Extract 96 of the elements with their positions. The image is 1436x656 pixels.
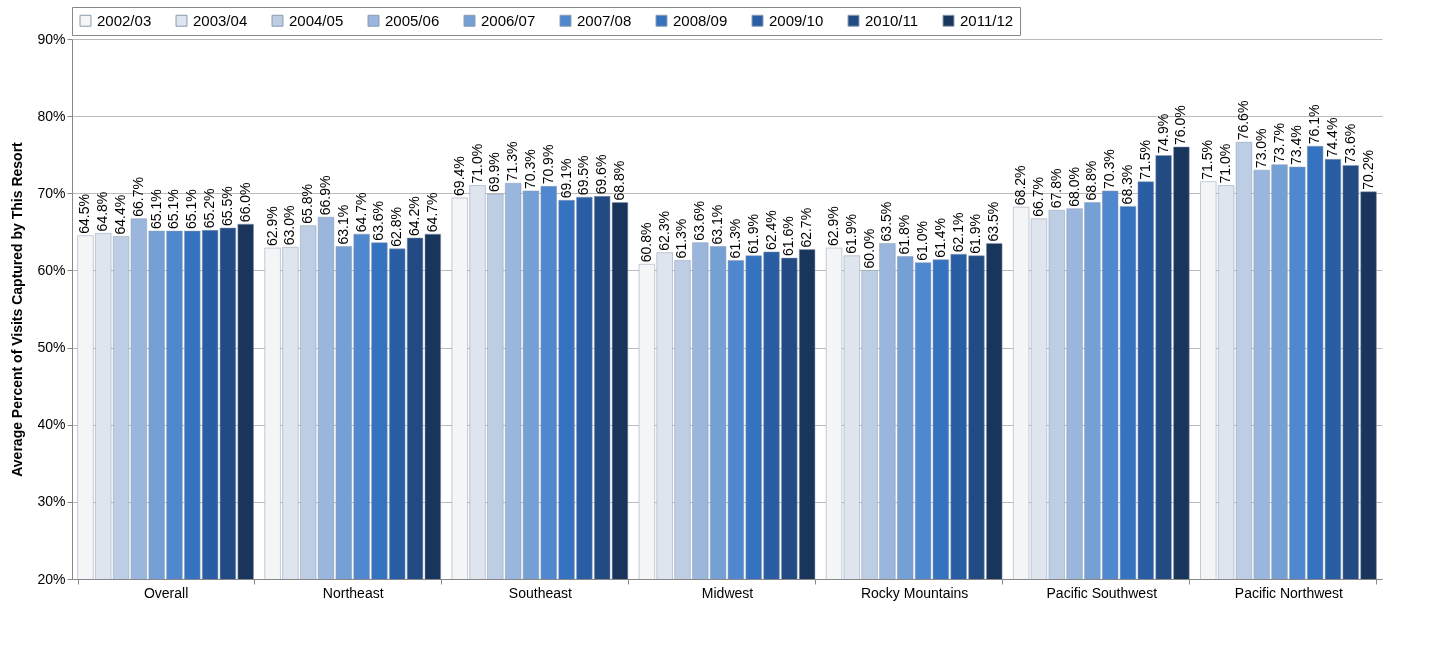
data-label: 69.9%	[486, 152, 503, 193]
data-label: 68.3%	[1118, 164, 1135, 205]
x-tick-label: Pacific Northwest	[1234, 584, 1344, 601]
data-label: 65.8%	[299, 183, 316, 224]
y-tick-label: 70%	[37, 184, 66, 201]
data-label: 76.0%	[1172, 105, 1189, 145]
data-label: 76.1%	[1306, 104, 1323, 145]
data-label: 62.3%	[655, 210, 672, 251]
data-label: 61.9%	[842, 214, 859, 254]
data-label: 61.0%	[914, 221, 931, 261]
legend-label: 2010/11	[865, 11, 919, 29]
data-label: 70.2%	[1359, 150, 1376, 190]
data-label: 73.0%	[1252, 128, 1269, 169]
data-label: 66.9%	[317, 175, 334, 216]
data-label: 74.9%	[1154, 113, 1171, 154]
data-label: 63.1%	[334, 204, 351, 245]
legend-label: 2003/04	[193, 11, 248, 29]
data-label: 65.1%	[147, 189, 164, 230]
data-label: 61.3%	[673, 218, 690, 259]
data-label: 60.0%	[860, 228, 877, 269]
legend-label: 2004/05	[289, 11, 344, 29]
data-label: 64.4%	[112, 194, 129, 235]
data-label: 61.8%	[896, 214, 913, 255]
data-label: 68.0%	[1065, 167, 1082, 207]
data-label: 69.1%	[557, 158, 574, 199]
legend-label: 2008/09	[673, 11, 728, 29]
data-label: 63.6%	[691, 200, 708, 241]
data-label: 61.4%	[931, 217, 948, 258]
data-label: 71.5%	[1199, 140, 1216, 180]
data-label: 65.2%	[201, 188, 218, 229]
y-tick-label: 90%	[37, 30, 66, 47]
x-tick-label: Rocky Mountains	[860, 584, 969, 601]
data-label: 64.7%	[423, 192, 440, 233]
data-label: 73.6%	[1341, 123, 1358, 164]
data-label: 71.0%	[468, 143, 485, 184]
data-label: 62.9%	[263, 206, 280, 247]
data-label: 65.1%	[165, 189, 182, 230]
data-label: 65.5%	[218, 186, 235, 226]
data-label: 65.1%	[183, 189, 200, 230]
y-axis-title: Average Percent of Visits Captured by This Resort	[9, 141, 26, 477]
data-label: 62.7%	[798, 207, 815, 248]
data-label: 70.9%	[539, 144, 556, 185]
data-label: 69.6%	[593, 154, 610, 195]
data-label: 61.9%	[744, 214, 761, 254]
legend-label: 2007/08	[577, 11, 632, 29]
data-label: 71.3%	[504, 141, 521, 182]
data-label: 62.9%	[825, 206, 842, 247]
x-tick-label: Pacific Southwest	[1046, 584, 1158, 601]
x-tick-label: Northeast	[322, 584, 384, 601]
data-label: 73.7%	[1270, 123, 1287, 163]
y-tick-label: 20%	[37, 570, 66, 587]
data-label: 71.0%	[1217, 143, 1234, 184]
x-tick-label: Midwest	[701, 584, 754, 601]
data-label: 63.6%	[370, 200, 387, 241]
data-label: 62.4%	[762, 210, 779, 250]
data-label: 61.3%	[726, 218, 743, 259]
data-label: 63.5%	[878, 201, 895, 242]
data-label: 66.0%	[236, 182, 253, 223]
data-label: 60.8%	[637, 222, 654, 263]
y-tick-label: 30%	[37, 493, 66, 510]
data-label: 74.4%	[1323, 117, 1340, 158]
data-label: 66.7%	[129, 177, 146, 217]
y-tick-label: 60%	[37, 261, 66, 278]
legend-label: 2011/12	[960, 11, 1014, 29]
data-label: 68.8%	[1083, 160, 1100, 201]
data-label: 62.1%	[949, 212, 966, 253]
data-label: 71.5%	[1136, 140, 1153, 180]
data-label: 64.5%	[76, 194, 93, 234]
x-tick-label: Southeast	[508, 584, 572, 601]
legend-label: 2009/10	[769, 11, 824, 29]
data-label: 63.5%	[985, 201, 1002, 242]
data-label: 69.5%	[575, 155, 592, 196]
legend-label: 2006/07	[481, 11, 536, 29]
data-label: 64.7%	[352, 192, 369, 233]
y-tick-label: 50%	[37, 339, 66, 356]
legend-label: 2005/06	[385, 11, 440, 29]
data-label: 64.2%	[406, 196, 423, 237]
data-label: 68.2%	[1012, 165, 1029, 206]
y-tick-label: 40%	[37, 416, 66, 433]
y-tick-label: 80%	[37, 107, 66, 124]
data-label: 73.4%	[1288, 125, 1305, 166]
x-tick-label: Overall	[143, 584, 189, 601]
data-label: 64.8%	[94, 191, 111, 232]
data-label: 68.8%	[610, 160, 627, 201]
data-label: 66.7%	[1029, 177, 1046, 217]
data-label: 61.9%	[967, 214, 984, 254]
data-label: 67.8%	[1047, 168, 1064, 209]
data-label: 63.1%	[709, 204, 726, 245]
data-label: 70.3%	[521, 149, 538, 189]
data-label: 70.3%	[1101, 149, 1118, 189]
legend-label: 2002/03	[97, 11, 152, 29]
data-label: 63.0%	[281, 205, 298, 246]
data-label: 69.4%	[450, 156, 467, 196]
data-label: 62.8%	[388, 207, 405, 247]
data-label: 76.6%	[1234, 100, 1251, 141]
data-label: 61.6%	[780, 216, 797, 257]
